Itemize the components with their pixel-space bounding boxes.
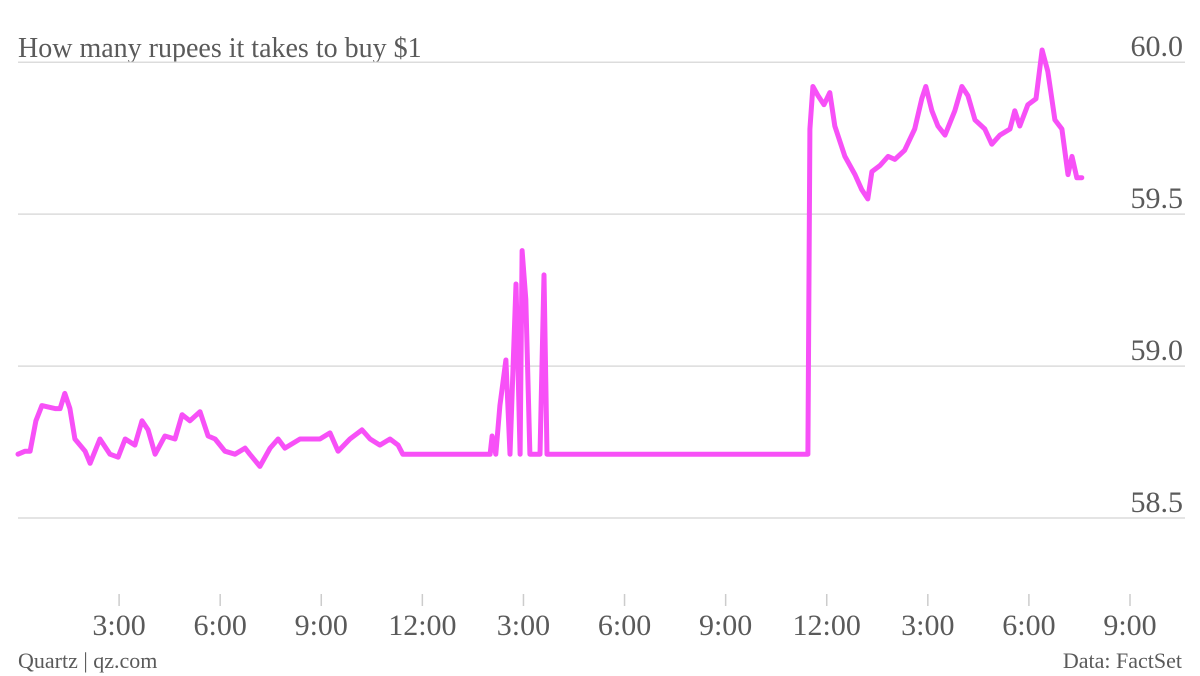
x-tick-label: 3:00	[497, 609, 550, 642]
y-tick-label: 59.5	[1131, 182, 1184, 215]
x-tick-label: 6:00	[1002, 609, 1055, 642]
line	[15, 47, 1085, 469]
x-tick-label: 12:00	[793, 609, 861, 642]
y-tick-label: 60.0	[1131, 30, 1184, 63]
x-tick-label: 6:00	[598, 609, 651, 642]
x-tick-label: 9:00	[699, 609, 752, 642]
x-tick-label: 3:00	[92, 609, 145, 642]
x-tick-label: 12:00	[388, 609, 456, 642]
x-tick-label: 9:00	[295, 609, 348, 642]
source-left: Quartz | qz.com	[18, 648, 157, 673]
x-tick-label: 6:00	[194, 609, 247, 642]
y-tick-label: 59.0	[1131, 334, 1184, 367]
x-tick-label: 9:00	[1103, 609, 1156, 642]
source-right: Data: FactSet	[1063, 648, 1182, 673]
y-tick-label: 58.5	[1131, 486, 1184, 519]
chart-title: How many rupees it takes to buy $1	[18, 33, 422, 64]
x-tick-label: 3:00	[901, 609, 954, 642]
